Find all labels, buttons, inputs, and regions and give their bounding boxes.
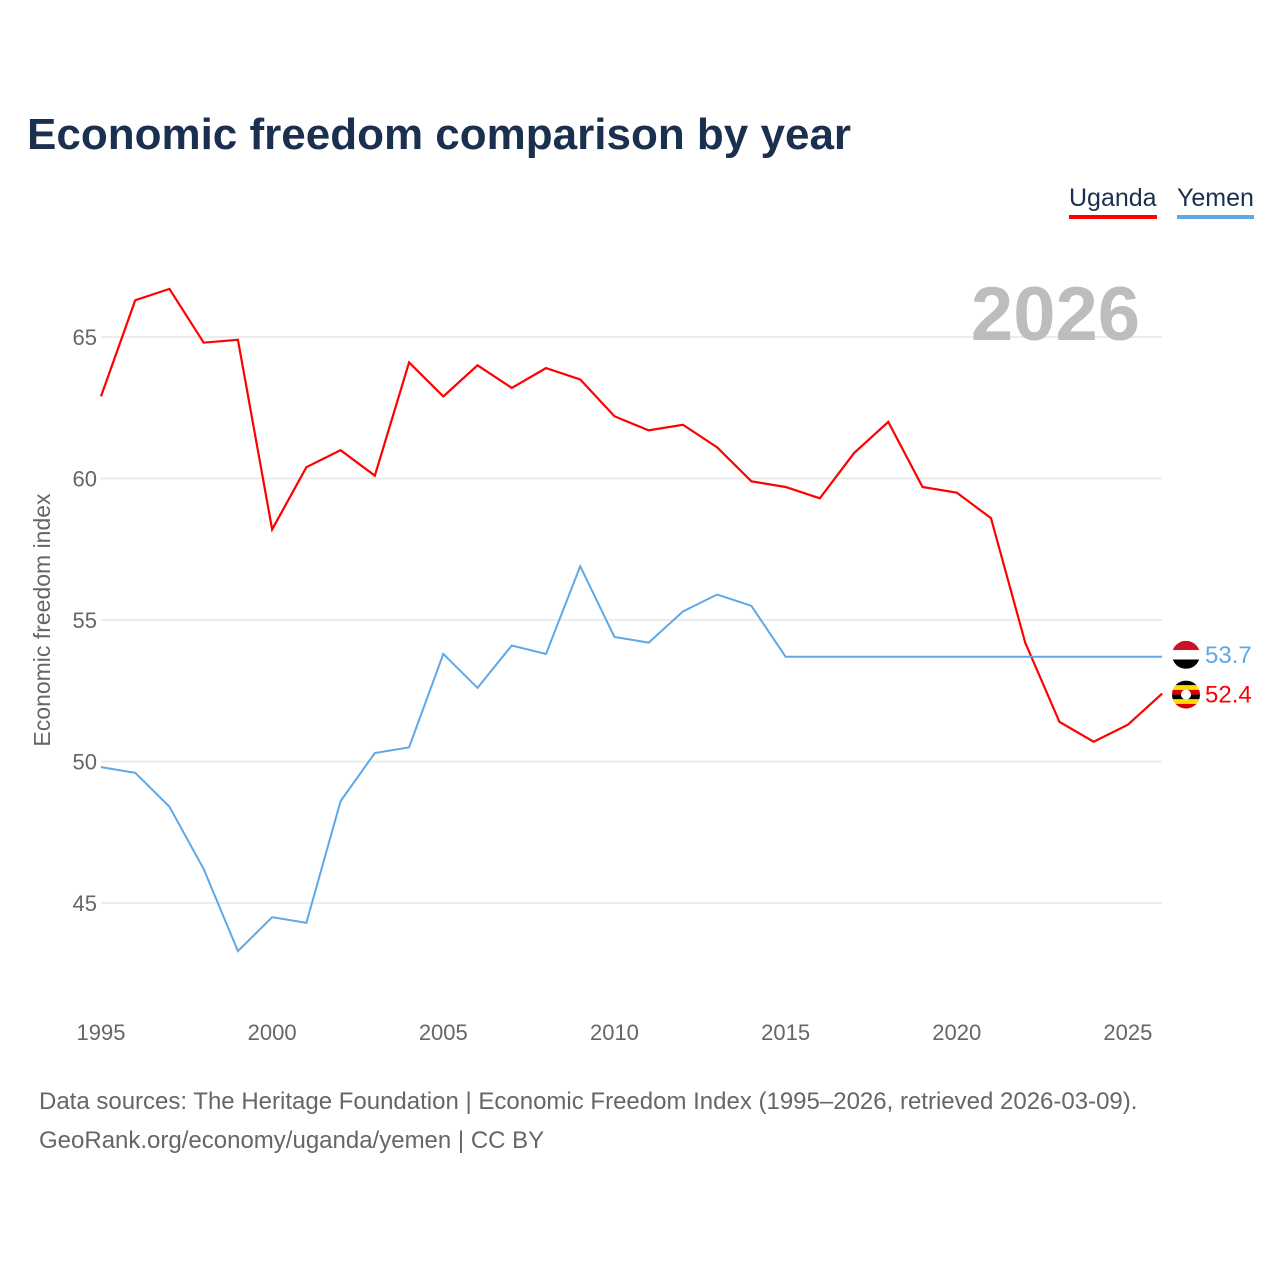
flag-stripe xyxy=(1172,703,1200,709)
uganda-flag-icon xyxy=(1172,680,1200,709)
flag-stripe xyxy=(1172,699,1200,704)
x-tick-label: 2010 xyxy=(590,1020,639,1045)
flag-emblem xyxy=(1181,689,1191,700)
flag-stripe xyxy=(1172,640,1200,651)
yemen-flag-icon xyxy=(1172,640,1200,669)
flag-stripe xyxy=(1172,680,1200,686)
y-axis-label: Economic freedom index xyxy=(29,493,55,747)
x-tick-label: 2005 xyxy=(419,1020,468,1045)
flag-stripe xyxy=(1172,650,1200,660)
end-value-yemen: 53.7 xyxy=(1205,642,1252,669)
footer-sources: Data sources: The Heritage Foundation | … xyxy=(39,1088,1138,1115)
x-tick-label: 2000 xyxy=(248,1020,297,1045)
x-tick-label: 2015 xyxy=(761,1020,810,1045)
y-tick-label: 50 xyxy=(73,750,97,775)
flag-stripe xyxy=(1172,685,1200,690)
x-tick-label: 2025 xyxy=(1103,1020,1152,1045)
legend-uganda[interactable]: Uganda xyxy=(1069,184,1157,219)
y-tick-label: 65 xyxy=(73,325,97,350)
series-line-yemen xyxy=(100,563,1163,953)
x-tick-label: 2020 xyxy=(932,1020,981,1045)
chart-title: Economic freedom comparison by year xyxy=(27,110,852,159)
y-tick-label: 45 xyxy=(73,891,97,916)
end-value-uganda: 52.4 xyxy=(1205,682,1252,709)
year-watermark: 2026 xyxy=(971,272,1140,357)
flag-stripe xyxy=(1172,659,1200,669)
x-tick-label: 1995 xyxy=(77,1020,126,1045)
y-tick-label: 60 xyxy=(73,467,97,492)
footer-url: GeoRank.org/economy/uganda/yemen | CC BY xyxy=(39,1127,545,1154)
y-tick-label: 55 xyxy=(73,608,97,633)
legend-yemen[interactable]: Yemen xyxy=(1177,184,1254,219)
series-line-uganda xyxy=(99,287,1163,743)
